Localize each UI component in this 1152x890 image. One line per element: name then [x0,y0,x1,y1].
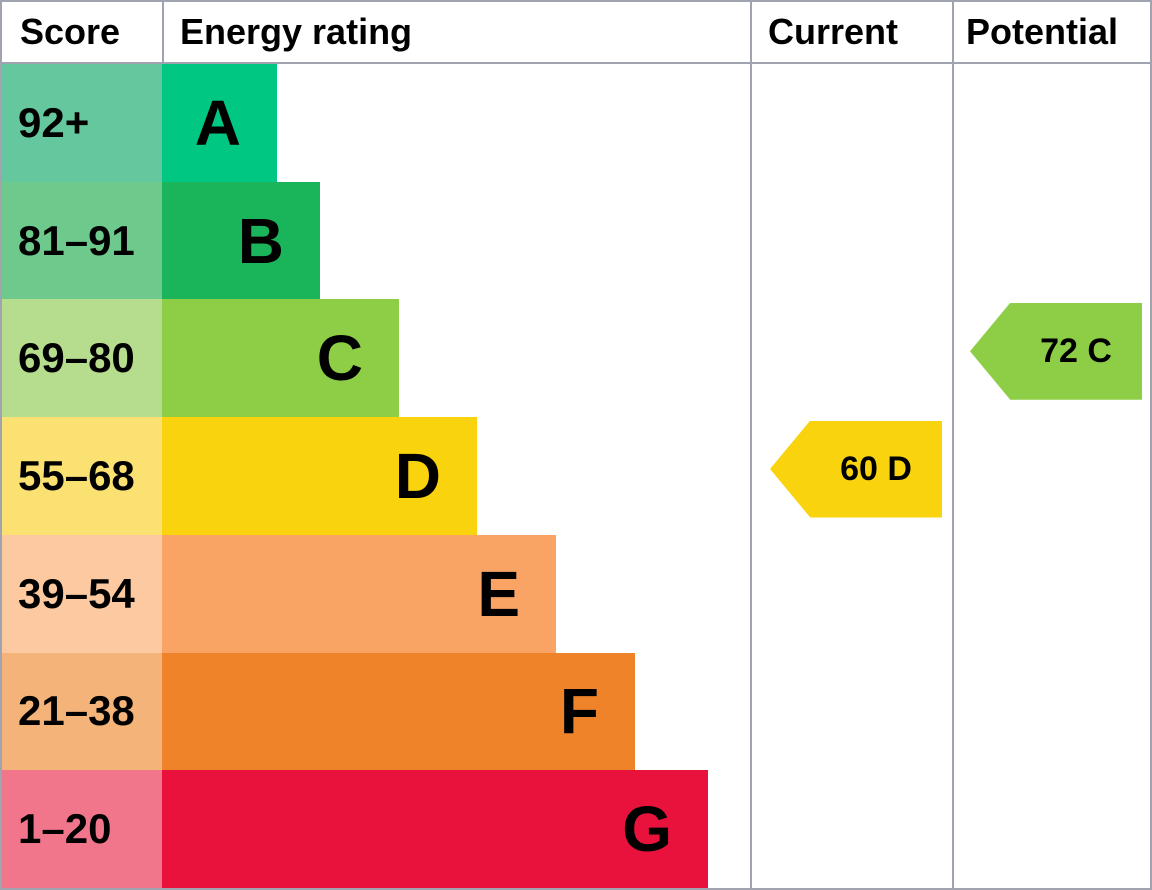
band-score-range: 81–91 [2,181,162,300]
band-row: 81–91 B [2,181,750,300]
band-score-range: 39–54 [2,534,162,653]
band-row: 21–38 F [2,652,750,771]
band-bar: E [162,534,556,653]
band-bar-area: E [162,534,750,653]
band-letter: D [394,440,441,513]
score-column-header: Score [20,11,121,52]
band-bar-area: F [162,652,750,771]
band-bar: F [162,652,635,771]
band-row: 55–68 D [2,417,750,535]
band-row: 1–20 G [2,770,750,888]
band-bar-area: C [162,299,750,418]
band-bar: C [162,299,399,418]
band-score-range: 55–68 [2,417,162,535]
energy-rating-column-header: Energy rating [162,2,750,62]
band-row: 39–54 E [2,534,750,653]
bands-column: 92+ A 81–91 B 69–80 C 55–68 D 39–54 [2,64,750,888]
band-letter: G [622,793,672,866]
band-bar: B [162,181,320,300]
band-letter: C [316,322,363,395]
band-bar-area: G [162,770,750,888]
band-bar-area: B [162,181,750,300]
potential-column-header: Potential [952,2,1150,62]
band-bar-area: D [162,417,750,535]
band-score-range: 92+ [2,64,162,182]
potential-rating-label: 72 C [1040,331,1112,370]
current-column-header: Current [750,2,952,62]
chart-body: 92+ A 81–91 B 69–80 C 55–68 D 39–54 [2,64,1150,888]
band-score-range: 1–20 [2,770,162,888]
band-letter: A [194,86,241,159]
band-letter: E [477,557,520,630]
potential-rating-arrow: 72 C [970,302,1142,400]
band-score-range: 21–38 [2,652,162,771]
current-rating-arrow: 60 D [770,420,942,518]
header-row: Score Energy rating Current Potential [2,2,1150,64]
band-bar: D [162,417,477,535]
band-row: 92+ A [2,64,750,182]
band-letter: F [559,675,599,748]
band-letter: B [237,204,284,277]
band-bar-area: A [162,64,750,182]
current-rating-label: 60 D [840,449,912,488]
band-row: 69–80 C [2,299,750,418]
band-bar: A [162,64,277,182]
potential-column [952,64,1150,888]
current-column [750,64,952,888]
band-score-range: 69–80 [2,299,162,418]
band-bar: G [162,770,708,888]
